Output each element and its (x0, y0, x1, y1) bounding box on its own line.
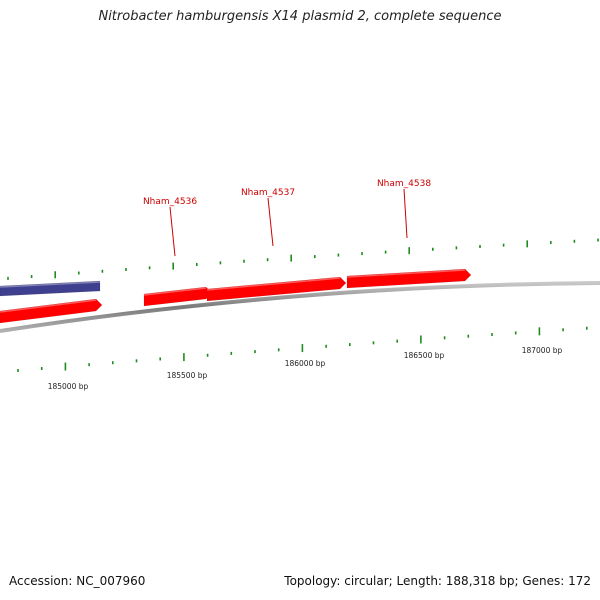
coordinate-label: 185500 bp (167, 371, 208, 380)
coordinate-label: 186000 bp (285, 359, 326, 368)
gene-arrow-nham-4537-highlight (206, 277, 341, 291)
genome-summary-text: Topology: circular; Length: 188,318 bp; … (284, 574, 591, 588)
gene-arrow-nham-4538-highlight (346, 269, 466, 278)
coordinate-labels: 185000 bp 185500 bp 186000 bp 186500 bp 1870… (48, 346, 563, 391)
coordinate-label: 187000 bp (522, 346, 563, 355)
accession-text: Accession: NC_007960 (9, 574, 146, 588)
forward-gene-arrow-highlight (0, 299, 97, 313)
outer-tick-row (7, 238, 599, 280)
reverse-gene-arrow-highlight (0, 281, 101, 288)
gene-arrow-nham-4537 (206, 276, 347, 302)
inner-tick-row (17, 326, 588, 372)
plasmid-backbone (0, 281, 600, 333)
gene-leader-line (169, 206, 176, 257)
coordinate-label: 185000 bp (48, 382, 89, 391)
gene-arrow-nham-4536-highlight (143, 287, 207, 296)
coordinate-label: 186500 bp (404, 351, 445, 360)
gene-label: Nham_4538 (377, 179, 431, 189)
gene-leader-line (403, 188, 408, 239)
gene-label: Nham_4536 (143, 197, 197, 207)
reverse-gene-arrow (0, 280, 101, 297)
gene-leader-line (267, 197, 274, 247)
page-title: Nitrobacter hamburgensis X14 plasmid 2, … (98, 9, 502, 24)
gene-arrow-nham-4538 (346, 268, 472, 289)
gene-label: Nham_4537 (241, 188, 295, 198)
forward-gene-arrow (0, 298, 103, 324)
gene-features (0, 268, 472, 324)
gene-labels: Nham_4536 Nham_4537 Nham_4538 (143, 179, 431, 257)
